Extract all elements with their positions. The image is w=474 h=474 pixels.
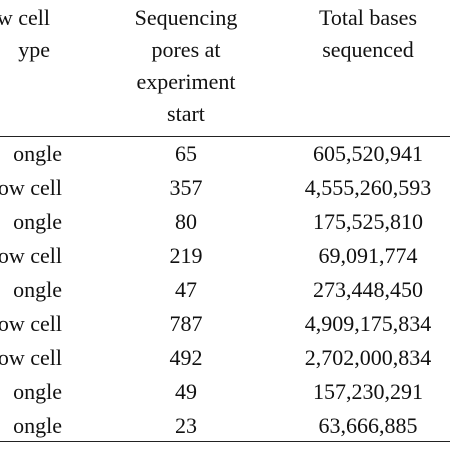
header-line: Sequencing <box>134 5 238 30</box>
header-total-bases: Total bases sequenced <box>288 2 448 66</box>
cell-pores: 357 <box>169 175 203 200</box>
cell-flow-cell-type: ongle <box>13 379 62 404</box>
cell-flow-cell-type: ongle <box>13 277 62 302</box>
cell-pores: 23 <box>175 413 197 438</box>
cell-flow-cell-type: ow cell <box>0 243 62 268</box>
header-line: experiment <box>136 69 236 94</box>
table-row: ow cell 219 69,091,774 <box>0 239 474 273</box>
header-divider <box>0 136 450 137</box>
table-row: ow cell 357 4,555,260,593 <box>0 171 474 205</box>
cell-total-bases: 4,555,260,593 <box>304 175 432 200</box>
table-row: ongle 47 273,448,450 <box>0 273 474 307</box>
header-line: Total bases <box>318 5 418 30</box>
cell-total-bases: 4,909,175,834 <box>304 311 432 336</box>
cell-total-bases: 69,091,774 <box>318 243 418 268</box>
cell-pores: 492 <box>169 345 203 370</box>
table-row: ongle 49 157,230,291 <box>0 375 474 409</box>
cell-flow-cell-type: ongle <box>13 209 62 234</box>
cell-pores: 47 <box>175 277 197 302</box>
header-line: sequenced <box>322 37 414 62</box>
cell-total-bases: 157,230,291 <box>313 379 423 404</box>
table-row: ongle 23 63,666,885 <box>0 409 474 443</box>
table-row: ow cell 787 4,909,175,834 <box>0 307 474 341</box>
cell-flow-cell-type: ow cell <box>0 311 62 336</box>
header-line: pores at <box>151 37 221 62</box>
cell-pores: 65 <box>175 141 197 166</box>
cell-pores: 49 <box>175 379 197 404</box>
cell-total-bases: 273,448,450 <box>313 277 423 302</box>
cell-pores: 80 <box>175 209 197 234</box>
header-sequencing-pores: Sequencing pores at experiment start <box>106 2 266 130</box>
header-line: ype <box>18 37 50 62</box>
cell-pores: 219 <box>169 243 203 268</box>
table-row: ow cell 492 2,702,000,834 <box>0 341 474 375</box>
header-line: start <box>167 101 205 126</box>
header-line: ow cell <box>0 5 50 30</box>
cell-flow-cell-type: ow cell <box>0 175 62 200</box>
header-flow-cell-type: ow cell ype <box>0 2 50 66</box>
cell-flow-cell-type: ongle <box>13 141 62 166</box>
cell-flow-cell-type: ow cell <box>0 345 62 370</box>
table-bottom-rule <box>0 441 450 442</box>
table-row: ongle 80 175,525,810 <box>0 205 474 239</box>
cell-total-bases: 605,520,941 <box>313 141 423 166</box>
cell-total-bases: 63,666,885 <box>318 413 418 438</box>
table-row: ongle 65 605,520,941 <box>0 137 474 171</box>
cell-total-bases: 2,702,000,834 <box>304 345 432 370</box>
cell-total-bases: 175,525,810 <box>313 209 423 234</box>
cell-pores: 787 <box>169 311 203 336</box>
cell-flow-cell-type: ongle <box>13 413 62 438</box>
